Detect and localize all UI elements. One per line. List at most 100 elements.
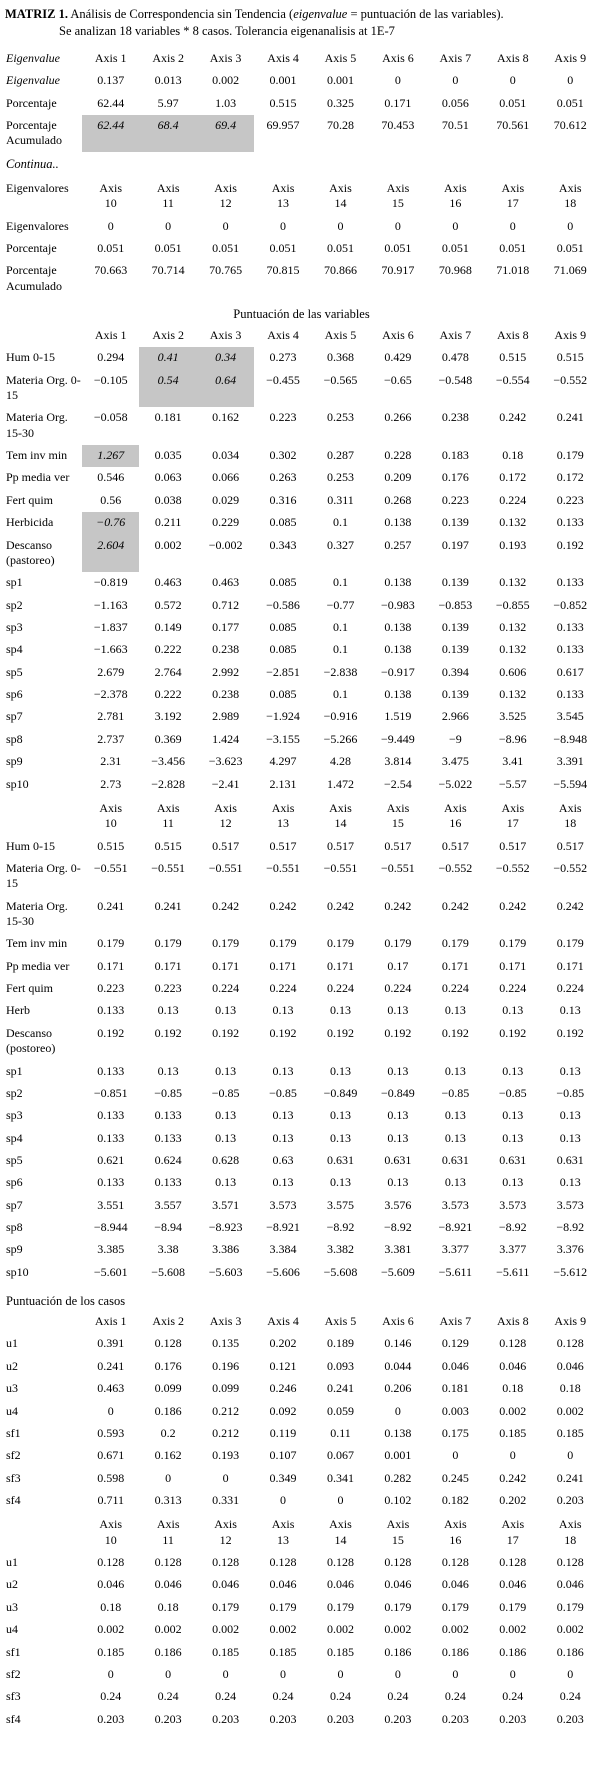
row-label-header: Eigenvalue [6,51,60,65]
table-cell: 69.957 [266,118,300,133]
table-row: u1 0.128 0.128 0.128 0.128 0.128 0.128 0.128 0.1… [4,1552,599,1574]
table-cell: 0.138 [384,619,412,634]
table-cell: 0.229 [212,515,240,530]
table-cell: 0.631 [441,1152,469,1167]
table-cell: −0.554 [495,372,530,387]
table-cell: 0.394 [441,664,469,679]
table-cell: 3.386 [212,1242,240,1257]
table-cell: 0.203 [499,1711,527,1726]
table-cell: 0.051 [269,240,297,255]
table-cell: 0.263 [269,470,297,485]
table-cell: 3.192 [154,709,182,724]
column-header: Axis 4 [267,327,299,342]
table-cell: −0.586 [266,597,300,612]
table-cell: 0.183 [441,448,469,463]
table-cell: 0.185 [499,1425,527,1440]
column-header: Axis 8 [496,51,529,65]
table-cell: 0.175 [441,1425,469,1440]
table-cell: −0.551 [151,860,186,875]
table-cell: 0.179 [212,936,240,951]
table-cell: 70.28 [326,118,354,133]
table-cell: 70.815 [266,263,300,278]
table-cell: 0.128 [97,1555,125,1570]
table-cell: 70.51 [441,118,469,133]
table-cell: 0.13 [272,1130,294,1145]
table-row: Pp media ver 0.546 0.063 0.066 0.263 0.253 0.2… [4,467,599,489]
table-cell: 0.067 [326,1448,354,1463]
table-cell: 0.132 [499,687,527,702]
table-cell: 0.63 [272,1152,294,1167]
column-header: Axis 4 [267,51,299,65]
table-cell: −5.603 [208,1264,243,1279]
table-cell: −3.155 [266,731,300,746]
row-label: sp5 [6,1152,23,1167]
table-cell: 0.181 [154,410,182,425]
table-cell: 0.203 [97,1711,125,1726]
table-cell: 0.128 [556,1336,584,1351]
table-cell: 2.131 [269,776,297,791]
table-cell: 0.181 [441,1381,469,1396]
variables-section-heading: Puntuación de las variables [233,307,370,322]
table-cell: 0.128 [269,1555,297,1570]
table-cell: 0.224 [269,981,297,996]
table-row: sp9 2.31 −3.456 −3.623 4.297 4.28 3.814 3.475 3.… [4,751,599,773]
row-label: Herbicida [6,515,54,530]
table-cell: −0.819 [93,575,128,590]
table-cell: 0.193 [499,537,527,552]
table-row: sf4 0.711 0.313 0.331 0 0 0.102 0.182 0.202 0.203 [4,1490,599,1512]
row-label: sp5 [6,664,23,679]
table-cell: −2.838 [323,664,358,679]
column-header: Axis 12 [214,800,237,831]
table-cell: 0.223 [269,410,297,425]
table-cell: 4.28 [329,754,351,769]
table-cell: 3.381 [384,1242,412,1257]
table-cell: −8.921 [266,1220,300,1235]
table-cell: 0.092 [269,1403,297,1418]
table-cell: 0.242 [441,898,469,913]
table-cell: 0.002 [212,1622,240,1637]
table-cell: −2.41 [211,776,240,791]
table-cell: −0.551 [208,860,243,875]
table-row: Hum 0-15 0.515 0.515 0.517 0.517 0.517 0.517 0.… [4,835,599,857]
table-cell: 0.18 [502,1381,524,1396]
table-cell: 0.18 [100,1599,122,1614]
table-cell: 0.203 [384,1711,412,1726]
table-cell: 0.085 [269,575,297,590]
table-cell: 3.576 [384,1197,412,1212]
table-cell: 0.241 [326,1381,354,1396]
column-header: Axis 8 [496,327,529,342]
table-cell: 0.13 [387,1108,409,1123]
table-cell: 2.31 [100,754,122,769]
table-cell: 0.186 [441,1644,469,1659]
table-cell: 0.192 [97,1025,125,1040]
table-cell: 0.515 [269,95,297,110]
table-row: Materia Org. 15-30 −0.058 0.181 0.162 0.223 0… [4,407,599,445]
table-cell: 0.179 [154,936,182,951]
table-cell: 0.13 [272,1175,294,1190]
table-cell: 0.119 [269,1425,297,1440]
table-cell: −5.606 [266,1264,300,1279]
table-cell: 70.917 [381,263,415,278]
table-cell: 3.382 [326,1242,354,1257]
table-cell: 3.557 [154,1197,182,1212]
table-cell: −8.92 [326,1220,355,1235]
table-cell: 0.186 [154,1644,182,1659]
table-cell: 0.54 [139,369,197,407]
table-cell: 0.242 [556,898,584,913]
table-cell: 70.561 [496,118,530,133]
eigenvalues-table-axes-10-18: Eigenvalores Axis 10 Axis 11 Axis 12 Axis 13… [4,177,599,297]
table-row: u1 0.391 0.128 0.135 0.202 0.189 0.146 0.129 0.1… [4,1333,599,1355]
table-cell: −1.924 [266,709,300,724]
table-cell: 3.376 [556,1242,584,1257]
table-cell: 0.13 [329,1130,351,1145]
table-row: sp8 2.737 0.369 1.424 −3.155 −5.266 −9.449 −9 −8… [4,728,599,750]
table-cell: 0.186 [384,1644,412,1659]
table-cell: 0.631 [556,1152,584,1167]
table-cell: 0.13 [157,1003,179,1018]
table-cell: 0.002 [326,1622,354,1637]
table-cell: 0.051 [97,240,125,255]
table-cell: 0.24 [559,1689,581,1704]
row-label: Porcentaje [6,95,57,110]
table-cell: −8.96 [498,731,527,746]
table-cell: 0.593 [97,1425,125,1440]
